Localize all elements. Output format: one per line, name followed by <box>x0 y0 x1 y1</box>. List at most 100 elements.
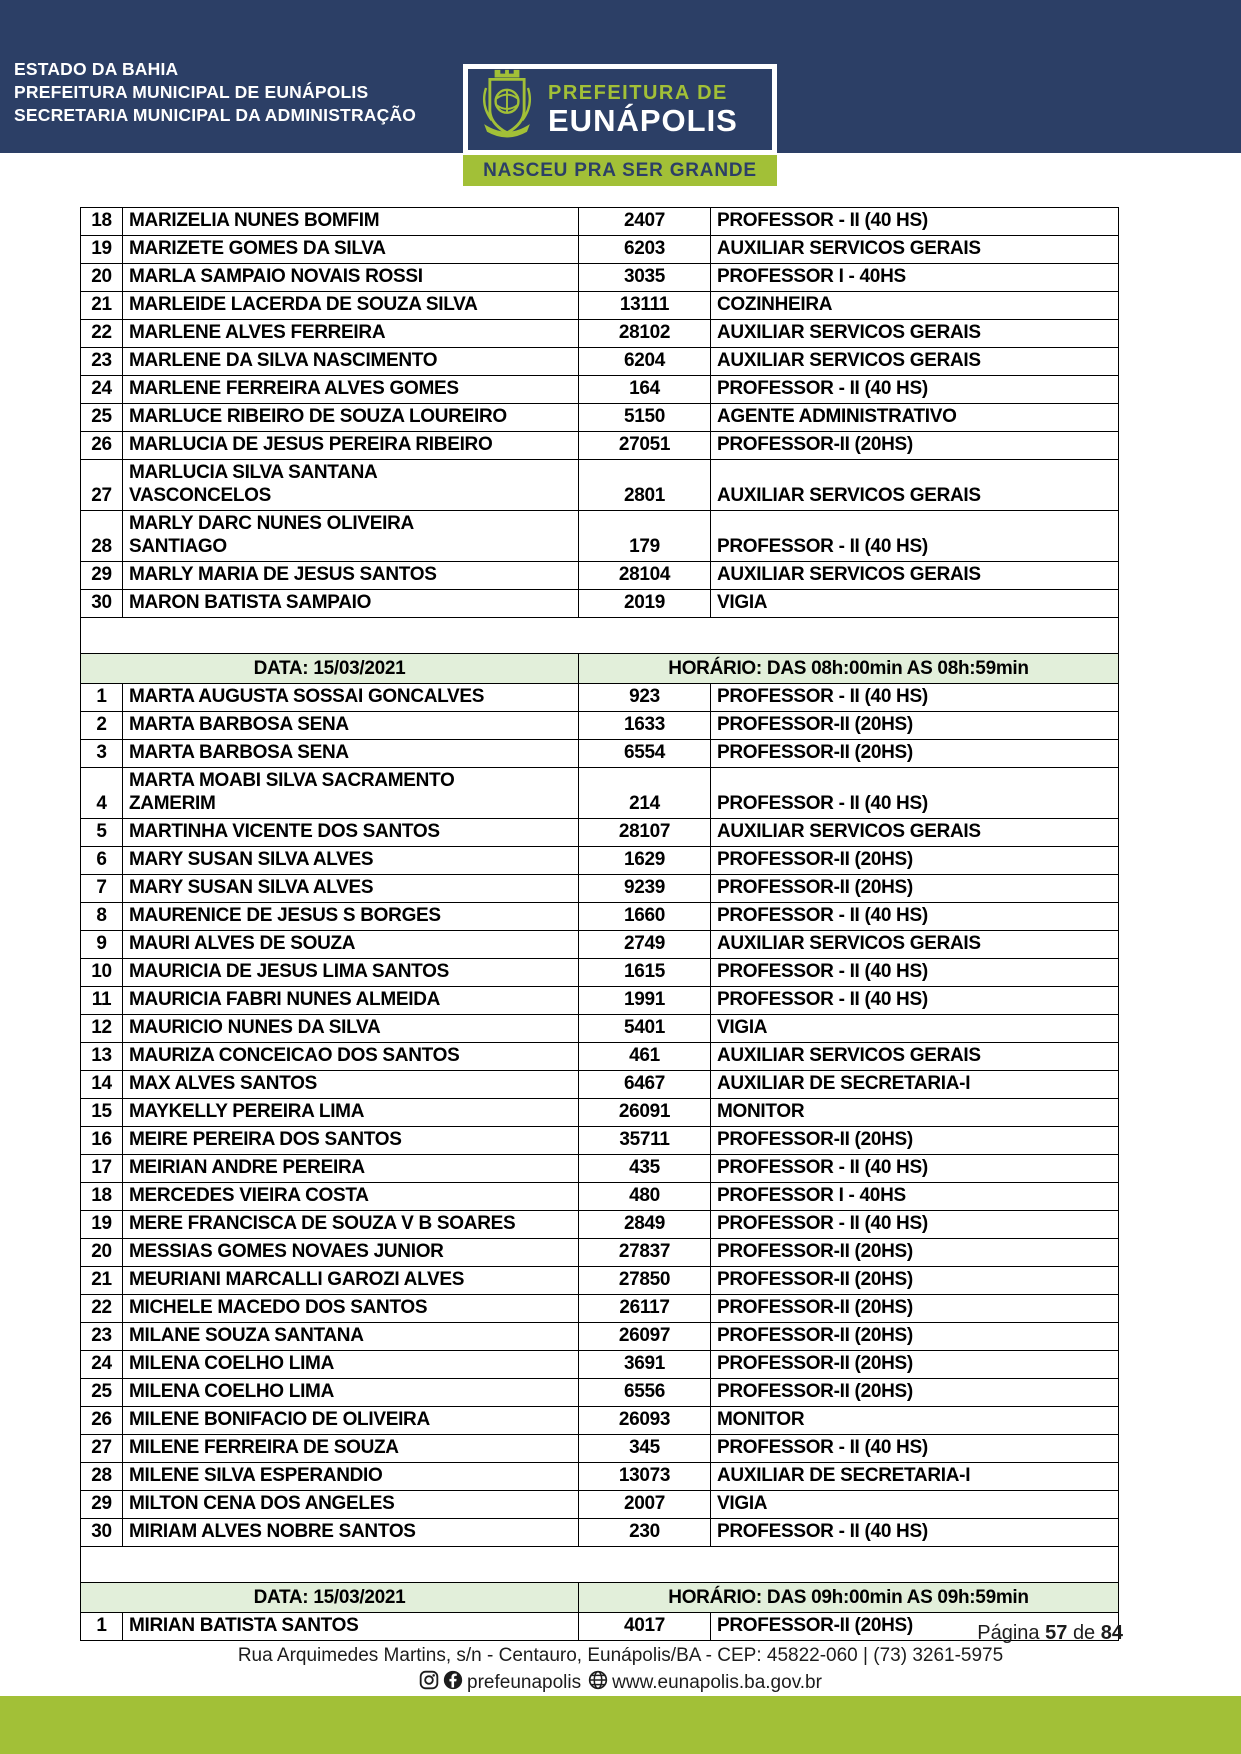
row-index-cell: 18 <box>80 207 123 236</box>
registration-number-cell: 214 <box>578 767 711 819</box>
spacer-row <box>80 1546 1119 1583</box>
registration-number-cell: 6556 <box>578 1378 711 1407</box>
registration-number-cell: 6467 <box>578 1070 711 1099</box>
row-index-cell: 23 <box>80 347 123 376</box>
row-index-cell: 28 <box>80 510 123 562</box>
employee-name-cell: MARLENE DA SILVA NASCIMENTO <box>122 347 579 376</box>
registration-number-cell: 27850 <box>578 1266 711 1295</box>
job-title-cell: AUXILIAR SERVICOS GERAIS <box>710 319 1119 348</box>
table-row: 27 MARLUCIA SILVA SANTANA VASCONCELOS 2801… <box>80 459 1119 511</box>
table-row: 20 MESSIAS GOMES NOVAES JUNIOR 27837 PROFES… <box>80 1238 1119 1267</box>
row-index-cell: 2 <box>80 711 123 740</box>
employee-name-cell: MILENA COELHO LIMA <box>122 1350 579 1379</box>
logo-box: PREFEITURA DE EUNÁPOLIS <box>463 64 777 155</box>
row-index-cell: 4 <box>80 767 123 819</box>
employee-name-cell: MARIZELIA NUNES BOMFIM <box>122 207 579 236</box>
row-index-cell: 7 <box>80 874 123 903</box>
job-title-cell: AUXILIAR DE SECRETARIA-I <box>710 1070 1119 1099</box>
row-index-cell: 21 <box>80 291 123 320</box>
registration-number-cell: 26091 <box>578 1098 711 1127</box>
job-title-cell: COZINHEIRA <box>710 291 1119 320</box>
job-title-cell: AGENTE ADMINISTRATIVO <box>710 403 1119 432</box>
footer-green-band <box>0 1696 1241 1754</box>
registration-number-cell: 1633 <box>578 711 711 740</box>
table-row: 28 MARLY DARC NUNES OLIVEIRA SANTIAGO 179 P… <box>80 510 1119 562</box>
table-row: 13 MAURIZA CONCEICAO DOS SANTOS 461 AUXILIA… <box>80 1042 1119 1071</box>
employee-name-cell: MARLUCE RIBEIRO DE SOUZA LOUREIRO <box>122 403 579 432</box>
table-row: 4 MARTA MOABI SILVA SACRAMENTO ZAMERIM 214… <box>80 767 1119 819</box>
table-row: 23 MARLENE DA SILVA NASCIMENTO 6204 AUXILIA… <box>80 347 1119 376</box>
employee-name-cell: MAX ALVES SANTOS <box>122 1070 579 1099</box>
job-title-cell: PROFESSOR-II (20HS) <box>710 846 1119 875</box>
spacer-cell <box>80 1546 1119 1583</box>
row-index-cell: 10 <box>80 958 123 987</box>
registration-number-cell: 28107 <box>578 818 711 847</box>
employee-name-cell: MEIRE PEREIRA DOS SANTOS <box>122 1126 579 1155</box>
employee-name-cell: MARLY MARIA DE JESUS SANTOS <box>122 561 579 590</box>
job-title-cell: PROFESSOR-II (20HS) <box>710 1322 1119 1351</box>
table-row: 7 MARY SUSAN SILVA ALVES 9239 PROFESSOR-II … <box>80 874 1119 903</box>
row-index-cell: 28 <box>80 1462 123 1491</box>
section-header-row: DATA: 15/03/2021 HORÁRIO: DAS 09h:00min A… <box>80 1582 1119 1613</box>
schedule-table: 18 MARIZELIA NUNES BOMFIM 2407 PROFESSOR - … <box>80 207 1119 1641</box>
row-index-cell: 20 <box>80 1238 123 1267</box>
page-word: Página <box>977 1622 1040 1644</box>
section-time-cell: HORÁRIO: DAS 09h:00min AS 09h:59min <box>578 1582 1119 1613</box>
row-index-cell: 3 <box>80 739 123 768</box>
org-line-prefeitura: PREFEITURA MUNICIPAL DE EUNÁPOLIS <box>14 82 369 102</box>
row-index-cell: 30 <box>80 589 123 618</box>
row-index-cell: 9 <box>80 930 123 959</box>
row-index-cell: 22 <box>80 319 123 348</box>
registration-number-cell: 27837 <box>578 1238 711 1267</box>
employee-name-cell: MAURICIA DE JESUS LIMA SANTOS <box>122 958 579 987</box>
job-title-cell: PROFESSOR I - 40HS <box>710 1182 1119 1211</box>
registration-number-cell: 2801 <box>578 459 711 511</box>
spacer-cell <box>80 617 1119 654</box>
registration-number-cell: 26093 <box>578 1406 711 1435</box>
table-row: 29 MILTON CENA DOS ANGELES 2007 VIGIA <box>80 1490 1119 1519</box>
row-index-cell: 1 <box>80 683 123 712</box>
employee-name-cell: MARTA MOABI SILVA SACRAMENTO ZAMERIM <box>122 767 579 819</box>
job-title-cell: PROFESSOR-II (20HS) <box>710 1266 1119 1295</box>
job-title-cell: PROFESSOR-II (20HS) <box>710 1612 1119 1641</box>
employee-name-cell: MAURIZA CONCEICAO DOS SANTOS <box>122 1042 579 1071</box>
job-title-cell: PROFESSOR-II (20HS) <box>710 711 1119 740</box>
table-row: 16 MEIRE PEREIRA DOS SANTOS 35711 PROFESSOR… <box>80 1126 1119 1155</box>
job-title-cell: PROFESSOR I - 40HS <box>710 263 1119 292</box>
employee-name-cell: MARY SUSAN SILVA ALVES <box>122 846 579 875</box>
table-row: 2 MARTA BARBOSA SENA 1633 PROFESSOR-II (20H… <box>80 711 1119 740</box>
address-line: Rua Arquimedes Martins, s/n - Centauro, … <box>237 1645 1004 1666</box>
page-current: 57 <box>1045 1622 1068 1644</box>
employee-name-cell: MILTON CENA DOS ANGELES <box>122 1490 579 1519</box>
registration-number-cell: 3691 <box>578 1350 711 1379</box>
social-line: prefeunapolis www.eunapolis.ba.gov.br <box>0 1670 1241 1696</box>
row-index-cell: 26 <box>80 1406 123 1435</box>
registration-number-cell: 1629 <box>578 846 711 875</box>
employee-name-cell: MARON BATISTA SAMPAIO <box>122 589 579 618</box>
employee-name-cell: MARTA AUGUSTA SOSSAI GONCALVES <box>122 683 579 712</box>
table-row: 10 MAURICIA DE JESUS LIMA SANTOS 1615 PROFE… <box>80 958 1119 987</box>
row-index-cell: 11 <box>80 986 123 1015</box>
facebook-icon <box>443 1670 463 1696</box>
row-index-cell: 14 <box>80 1070 123 1099</box>
row-index-cell: 21 <box>80 1266 123 1295</box>
registration-number-cell: 26097 <box>578 1322 711 1351</box>
job-title-cell: AUXILIAR SERVICOS GERAIS <box>710 459 1119 511</box>
page-total: 84 <box>1100 1622 1123 1644</box>
table-row: 1 MARTA AUGUSTA SOSSAI GONCALVES 923 PROFES… <box>80 683 1119 712</box>
employee-name-cell: MAURI ALVES DE SOUZA <box>122 930 579 959</box>
employee-name-cell: MEIRIAN ANDRE PEREIRA <box>122 1154 579 1183</box>
table-row: 19 MERE FRANCISCA DE SOUZA V B SOARES 2849… <box>80 1210 1119 1239</box>
registration-number-cell: 2407 <box>578 207 711 236</box>
table-row: 25 MARLUCE RIBEIRO DE SOUZA LOUREIRO 5150 A… <box>80 403 1119 432</box>
job-title-cell: PROFESSOR-II (20HS) <box>710 1238 1119 1267</box>
employee-name-cell: MIRIAN BATISTA SANTOS <box>122 1612 579 1641</box>
table-row: 17 MEIRIAN ANDRE PEREIRA 435 PROFESSOR - II… <box>80 1154 1119 1183</box>
job-title-cell: PROFESSOR - II (40 HS) <box>710 902 1119 931</box>
employee-name-cell: MILENA COELHO LIMA <box>122 1378 579 1407</box>
row-index-cell: 23 <box>80 1322 123 1351</box>
job-title-cell: PROFESSOR - II (40 HS) <box>710 375 1119 404</box>
job-title-cell: VIGIA <box>710 1490 1119 1519</box>
job-title-cell: AUXILIAR SERVICOS GERAIS <box>710 930 1119 959</box>
social-handle: prefeunapolis <box>467 1672 582 1693</box>
